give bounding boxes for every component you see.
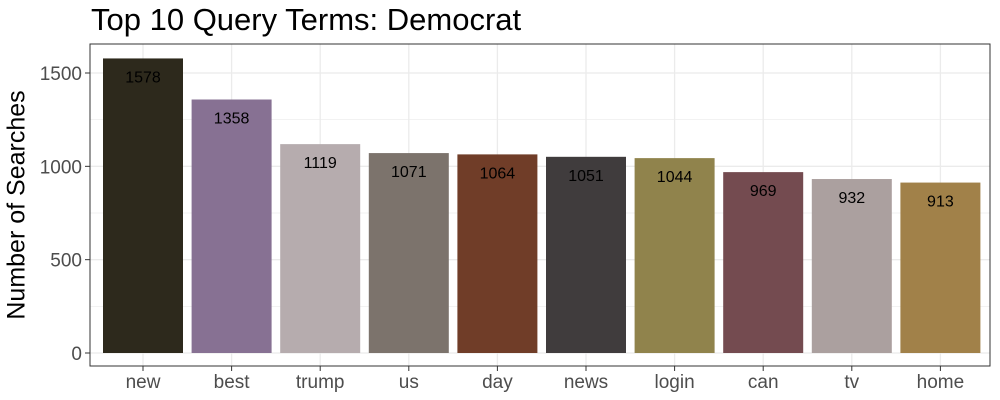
bar-best	[191, 99, 272, 353]
data-label-home: 913	[927, 194, 954, 211]
x-tick-label-us: us	[399, 372, 419, 393]
x-tick-label-trump: trump	[296, 372, 345, 393]
y-tick-label: 0	[71, 344, 82, 365]
x-tick-label-day: day	[482, 372, 513, 393]
data-label-trump: 1119	[304, 155, 337, 172]
y-tick-label: 1000	[40, 157, 82, 178]
bar-trump	[280, 144, 361, 353]
bar-home	[900, 182, 981, 353]
x-tick-label-news: news	[564, 372, 608, 393]
data-label-tv: 932	[838, 190, 865, 207]
bar-us	[368, 153, 449, 353]
x-tick-label-login: login	[655, 372, 695, 393]
data-label-us: 1071	[391, 164, 427, 181]
bar-login	[634, 158, 715, 353]
x-tick-label-best: best	[214, 372, 251, 393]
bar-day	[457, 154, 538, 353]
data-label-news: 1051	[568, 168, 604, 185]
data-label-day: 1064	[480, 165, 516, 182]
data-label-login: 1044	[657, 169, 693, 186]
bar-can	[723, 172, 804, 353]
bar-tv	[811, 179, 892, 353]
data-label-new: 1578	[125, 69, 161, 86]
chart-title: Top 10 Query Terms: Democrat	[91, 2, 522, 37]
data-label-can: 969	[750, 183, 777, 200]
x-tick-label-home: home	[917, 372, 965, 393]
y-tick-label: 500	[50, 251, 82, 272]
x-tick-label-tv: tv	[844, 372, 859, 393]
x-tick-label-new: new	[126, 372, 161, 393]
bar-new	[103, 58, 183, 353]
x-tick-label-can: can	[748, 372, 779, 393]
plot-panel-border	[89, 43, 991, 367]
y-tick-label: 1500	[40, 64, 82, 85]
bar-news	[546, 156, 626, 353]
data-label-best: 1358	[214, 111, 250, 128]
